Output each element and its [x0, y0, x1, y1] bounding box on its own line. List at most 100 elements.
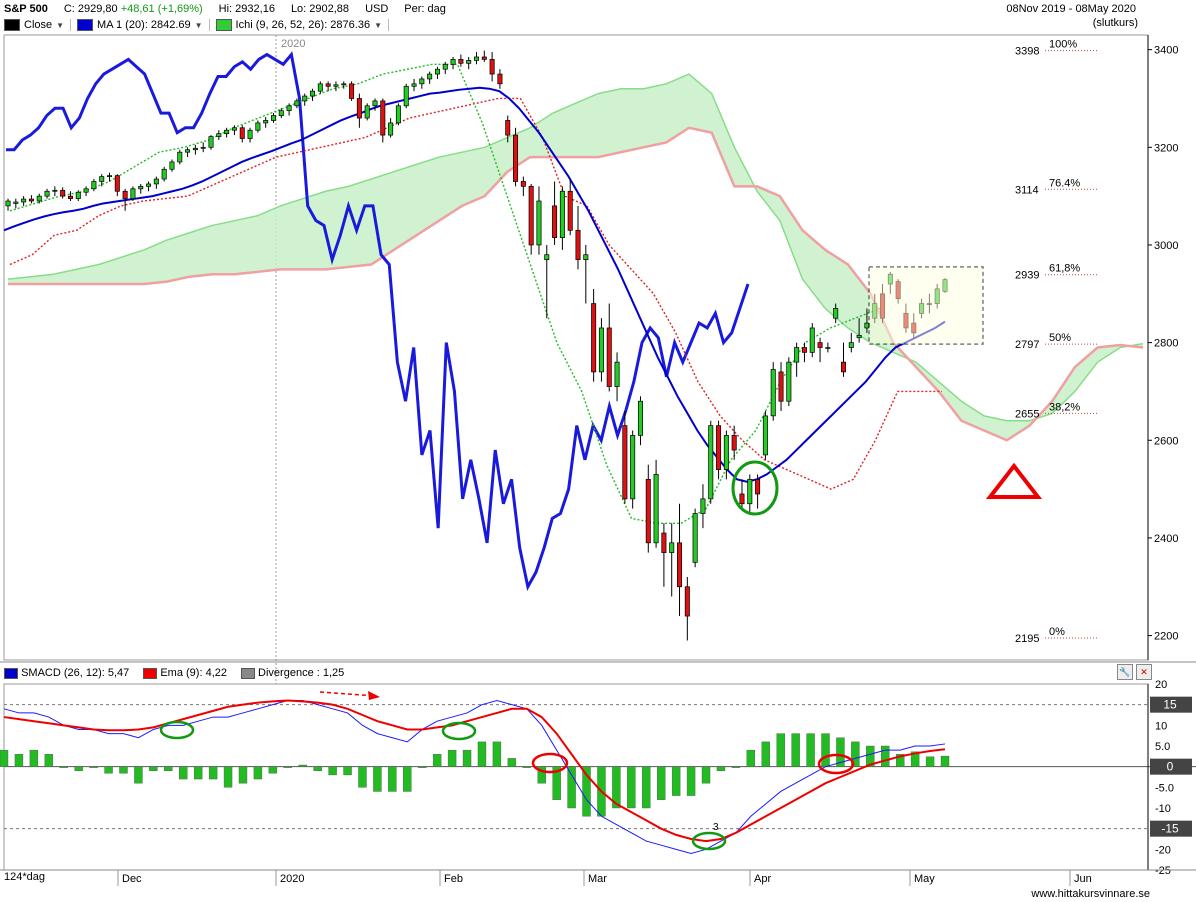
candle-body — [325, 83, 331, 87]
candle-body — [411, 83, 417, 87]
senkou-b — [8, 126, 1144, 442]
macd-peak-label: 3 — [713, 822, 719, 833]
highlight-box — [868, 266, 984, 345]
x-tick-label: Mar — [588, 873, 607, 885]
fib-value-label: 3114 — [1015, 184, 1039, 196]
candle-body — [310, 90, 316, 97]
candle-body — [341, 83, 347, 86]
candle-body — [677, 542, 683, 588]
histogram-bar — [268, 766, 278, 774]
kijun-sen — [9, 97, 942, 490]
chevron-down-icon[interactable]: ▼ — [56, 20, 65, 30]
candle-body — [114, 175, 120, 192]
fib-pct-label: 100% — [1049, 39, 1077, 51]
macd-tick-label: -25 — [1155, 865, 1171, 877]
candle-body — [231, 127, 237, 131]
candle-body — [583, 254, 589, 260]
period-bottom-label: 124*dag — [4, 871, 45, 883]
candle-body — [755, 478, 761, 495]
histogram-bar — [851, 741, 860, 767]
chikou-span — [6, 51, 750, 592]
x-tick-label: Dec — [122, 873, 142, 885]
panel-tools: 🔧 ✕ — [1117, 664, 1152, 680]
warning-triangle — [985, 462, 1043, 499]
histogram-bar — [373, 766, 382, 792]
histogram-bar — [791, 733, 800, 767]
candle-body — [661, 532, 667, 553]
histogram-bar — [283, 766, 292, 768]
histogram-bar — [701, 766, 711, 784]
candle-body — [559, 190, 565, 238]
histogram-bar — [686, 766, 696, 796]
candle-body — [91, 181, 97, 190]
candle-body — [723, 435, 729, 470]
candle-body — [817, 342, 823, 348]
candle-body — [794, 347, 800, 363]
candle-body — [622, 425, 628, 500]
candle-body — [770, 369, 776, 417]
candle-body — [505, 120, 511, 136]
candle-body — [317, 83, 323, 92]
macd-area — [3, 683, 1149, 871]
chevron-down-icon[interactable]: ▼ — [374, 20, 382, 30]
histogram-bar — [567, 766, 576, 809]
legend-ma[interactable]: MA 1 (20): 2842.69 ▼ — [77, 19, 210, 31]
close-icon[interactable]: ✕ — [1136, 664, 1152, 680]
candle-body — [489, 59, 495, 75]
candle-body — [481, 56, 487, 60]
candle-body — [356, 98, 362, 119]
candle-body — [536, 200, 542, 246]
histogram-bar — [552, 766, 561, 800]
histogram-bar — [657, 766, 666, 800]
wrench-icon[interactable]: 🔧 — [1117, 664, 1133, 680]
candle-body — [185, 149, 191, 153]
candle-body — [833, 308, 839, 319]
legend-close[interactable]: Close ▼ — [4, 19, 72, 31]
histogram-bar — [59, 766, 68, 768]
histogram-bar — [149, 766, 158, 772]
ichimoku-cloud — [8, 74, 1143, 441]
candle-body — [200, 146, 206, 149]
candle-body — [614, 361, 620, 387]
histogram-bar — [238, 766, 248, 784]
x-tick-label: Feb — [444, 873, 463, 885]
candle-body — [442, 63, 448, 70]
candle-body — [270, 115, 276, 121]
candle-body — [403, 85, 409, 107]
candle-body — [653, 474, 659, 544]
histogram-bar — [432, 754, 442, 767]
candle-body — [302, 95, 308, 102]
candle-body — [107, 175, 113, 177]
fib-pct-label: 76.4% — [1049, 177, 1080, 189]
candle-body — [13, 201, 19, 204]
candle-body — [856, 334, 862, 339]
candle-body — [161, 168, 167, 180]
candle-body — [801, 347, 807, 353]
ichimoku-swatch — [215, 19, 232, 31]
candle-body — [598, 327, 604, 373]
histogram-bar — [134, 766, 143, 784]
macd-tick-label: -10 — [1155, 803, 1171, 815]
histogram-bar — [328, 766, 337, 776]
senkou-a — [7, 73, 1144, 422]
legend-ichimoku[interactable]: Ichi (9, 26, 52, 26): 2876.36 ▼ — [215, 19, 389, 31]
candle-body — [474, 56, 479, 61]
legend-smacd: SMACD (26, 12): 5,47 — [4, 667, 129, 679]
period-label: Per: dag — [404, 3, 446, 15]
candle-body — [528, 186, 534, 246]
fib-value-label: 2655 — [1015, 408, 1039, 420]
legend-close-label: Close — [24, 19, 53, 31]
chevron-down-icon[interactable]: ▼ — [194, 20, 203, 30]
histogram-bar — [208, 766, 218, 780]
histogram-bar — [104, 766, 113, 774]
histogram-bar — [895, 754, 905, 767]
histogram-bar — [671, 766, 681, 796]
histogram-bar — [910, 751, 920, 767]
y-tick-label: 3000 — [1154, 240, 1178, 252]
ma20-line — [3, 86, 946, 483]
y-tick-label: 3400 — [1154, 45, 1178, 57]
candle-body — [130, 188, 136, 199]
histogram-bar — [746, 749, 756, 767]
